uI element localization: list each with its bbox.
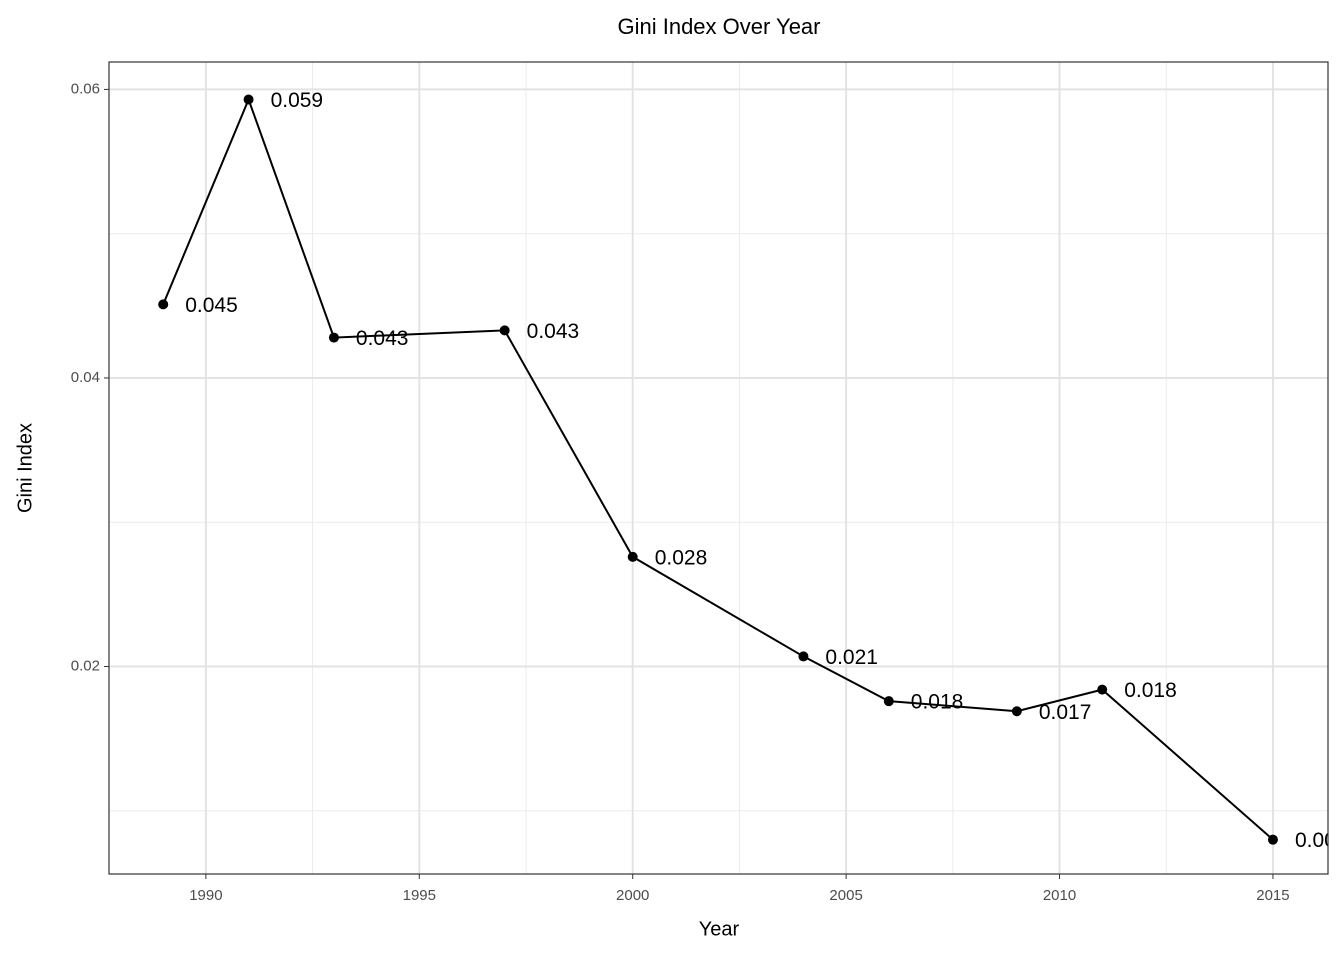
x-tick-label: 1990 — [189, 887, 222, 904]
data-label: 0.018 — [911, 691, 964, 714]
panel-border — [108, 61, 1329, 875]
x-tick-label: 1995 — [403, 887, 436, 904]
point — [499, 325, 510, 336]
y-tick-label: 0.06 — [71, 80, 100, 97]
line — [162, 96, 1274, 841]
data-label: 0.059 — [271, 89, 324, 112]
point — [627, 551, 638, 562]
plot-area: 0.045 0.059 0.043 0.043 0.028 0.021 0.018 0.017… — [158, 89, 1344, 852]
chart-title: Gini Index Over Year — [617, 14, 820, 39]
point — [1267, 834, 1278, 845]
point — [798, 651, 809, 662]
data-label: 0.017 — [1039, 701, 1092, 724]
x-tick-label: 2010 — [1043, 887, 1076, 904]
point — [883, 696, 894, 707]
y-tick-label: 0.02 — [71, 657, 100, 674]
x-tick-label: 2000 — [616, 887, 649, 904]
point — [1011, 706, 1022, 717]
point — [328, 332, 339, 343]
axes: 1990 1995 2000 2005 2010 2015 0.02 0.04 0.06 — [71, 80, 1290, 904]
x-tick-label: 2005 — [829, 887, 862, 904]
point — [1097, 684, 1108, 695]
x-tick-label: 2015 — [1256, 887, 1289, 904]
data-label: 0.045 — [185, 294, 238, 317]
x-axis-title: Year — [699, 918, 740, 940]
data-label: 0.018 — [1124, 679, 1177, 702]
data-label: 0.028 — [655, 546, 708, 569]
grid — [109, 62, 1328, 874]
data-label: 0.021 — [825, 646, 878, 669]
data-label: 0.043 — [527, 320, 580, 343]
y-axis-title: Gini Index — [14, 423, 36, 513]
data-label: 0.043 — [356, 327, 409, 350]
point — [243, 94, 254, 105]
point — [158, 299, 169, 310]
data-label: 0.008 — [1295, 829, 1344, 852]
y-tick-label: 0.04 — [71, 369, 100, 386]
